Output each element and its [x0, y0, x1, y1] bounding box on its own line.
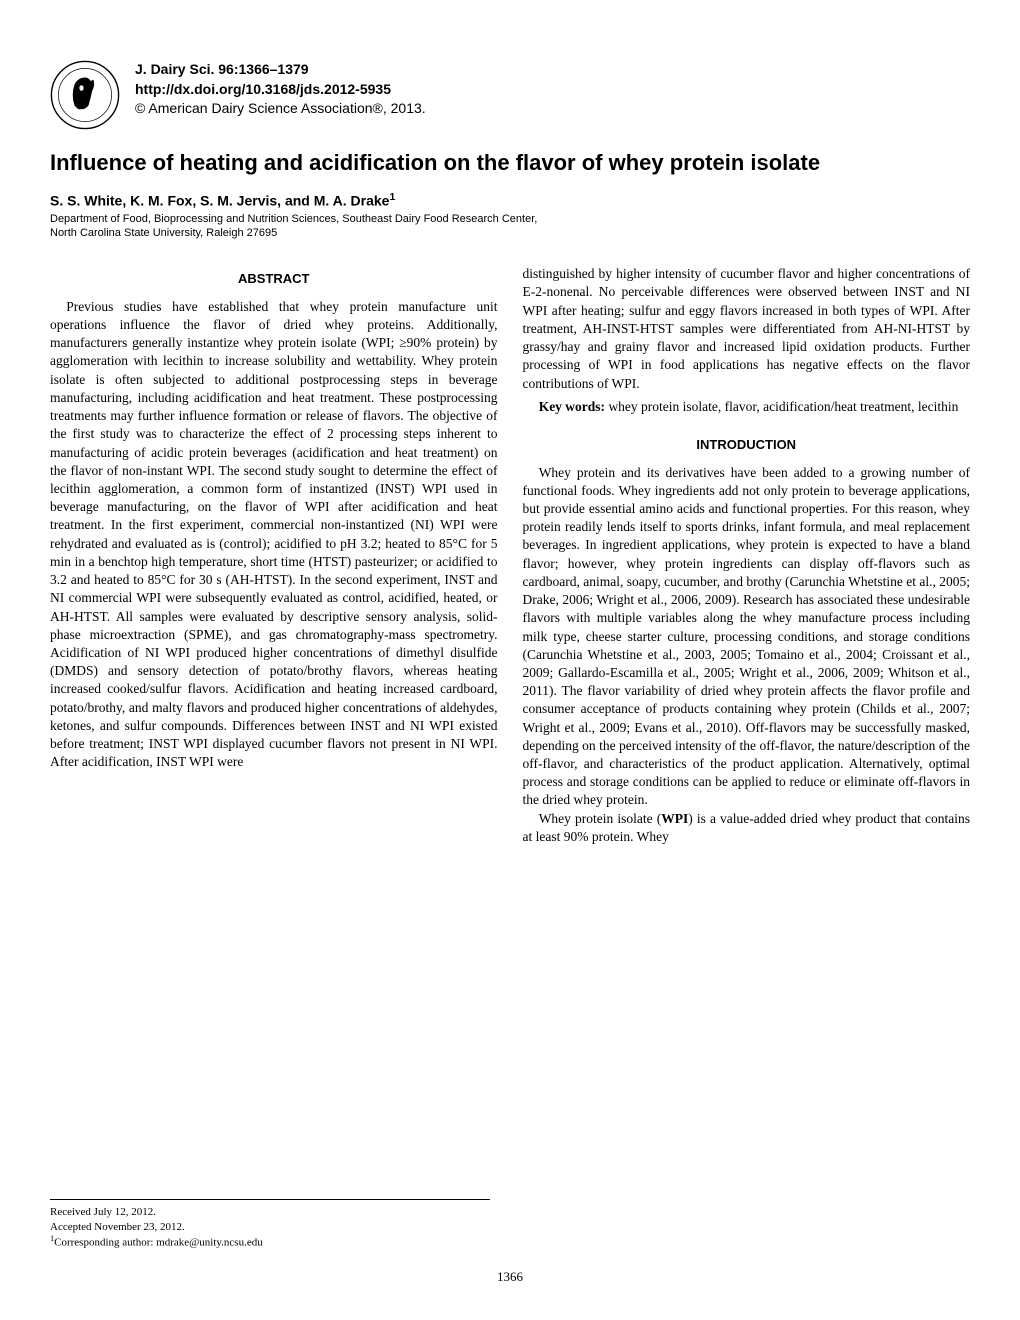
intro-paragraph-1: Whey protein and its derivatives have be…: [523, 464, 971, 810]
affiliation-line1: Department of Food, Bioprocessing and Nu…: [50, 212, 970, 226]
author-superscript: 1: [389, 191, 395, 203]
intro-paragraph-2: Whey protein isolate (WPI) is a value-ad…: [523, 810, 971, 846]
journal-citation: J. Dairy Sci. 96:1366–1379: [135, 60, 426, 80]
header: J. Dairy Sci. 96:1366–1379 http://dx.doi…: [50, 60, 970, 130]
logo-icon: [50, 60, 120, 130]
keywords-label: Key words:: [539, 399, 605, 414]
journal-logo: [50, 60, 120, 130]
keywords-text: whey protein isolate, flavor, acidificat…: [605, 399, 958, 414]
journal-doi: http://dx.doi.org/10.3168/jds.2012-5935: [135, 80, 426, 100]
page-number: 1366: [0, 1269, 1020, 1285]
corresponding-text: Corresponding author: mdrake@unity.ncsu.…: [54, 1237, 263, 1249]
abstract-paragraph: Previous studies have established that w…: [50, 298, 498, 772]
keywords: Key words: whey protein isolate, flavor,…: [523, 398, 971, 416]
journal-info: J. Dairy Sci. 96:1366–1379 http://dx.doi…: [135, 60, 426, 119]
content-columns: ABSTRACT Previous studies have establish…: [50, 265, 970, 846]
footnote-received: Received July 12, 2012.: [50, 1205, 490, 1219]
introduction-text: Whey protein and its derivatives have be…: [523, 464, 971, 847]
journal-copyright: © American Dairy Science Association®, 2…: [135, 99, 426, 119]
abstract-cont-paragraph: distinguished by higher intensity of cuc…: [523, 265, 971, 393]
authors: S. S. White, K. M. Fox, S. M. Jervis, an…: [50, 191, 970, 209]
footnote-accepted: Accepted November 23, 2012.: [50, 1220, 490, 1234]
author-names: S. S. White, K. M. Fox, S. M. Jervis, an…: [50, 193, 389, 209]
intro-p2-pre: Whey protein isolate (: [539, 811, 662, 826]
abstract-continuation: distinguished by higher intensity of cuc…: [523, 265, 971, 416]
article-title: Influence of heating and acidification o…: [50, 150, 970, 176]
abstract-text: Previous studies have established that w…: [50, 298, 498, 772]
footnotes: Received July 12, 2012. Accepted Novembe…: [50, 1199, 490, 1250]
affiliation: Department of Food, Bioprocessing and Nu…: [50, 212, 970, 241]
abstract-heading: ABSTRACT: [50, 270, 498, 288]
affiliation-line2: North Carolina State University, Raleigh…: [50, 226, 970, 240]
right-column: distinguished by higher intensity of cuc…: [523, 265, 971, 846]
intro-p2-bold: WPI: [661, 811, 688, 826]
introduction-heading: INTRODUCTION: [523, 436, 971, 454]
footnote-corresponding: 1Corresponding author: mdrake@unity.ncsu…: [50, 1234, 490, 1250]
left-column: ABSTRACT Previous studies have establish…: [50, 265, 498, 846]
